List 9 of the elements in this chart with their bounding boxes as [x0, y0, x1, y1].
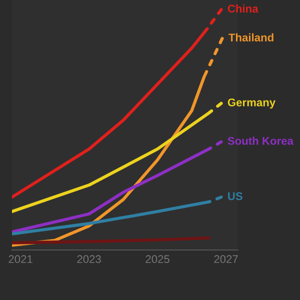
x-tick-label: 2023: [77, 255, 101, 264]
series-label: Thailand: [228, 33, 274, 42]
x-tick-label: 2025: [146, 255, 170, 264]
series-label: China: [228, 4, 258, 13]
series-label: South Korea: [228, 136, 294, 145]
series-label: US: [228, 192, 242, 200]
x-tick-label: 2021: [8, 255, 32, 264]
x-tick-label: 2027: [214, 255, 238, 264]
series-label: Germany: [228, 98, 276, 109]
